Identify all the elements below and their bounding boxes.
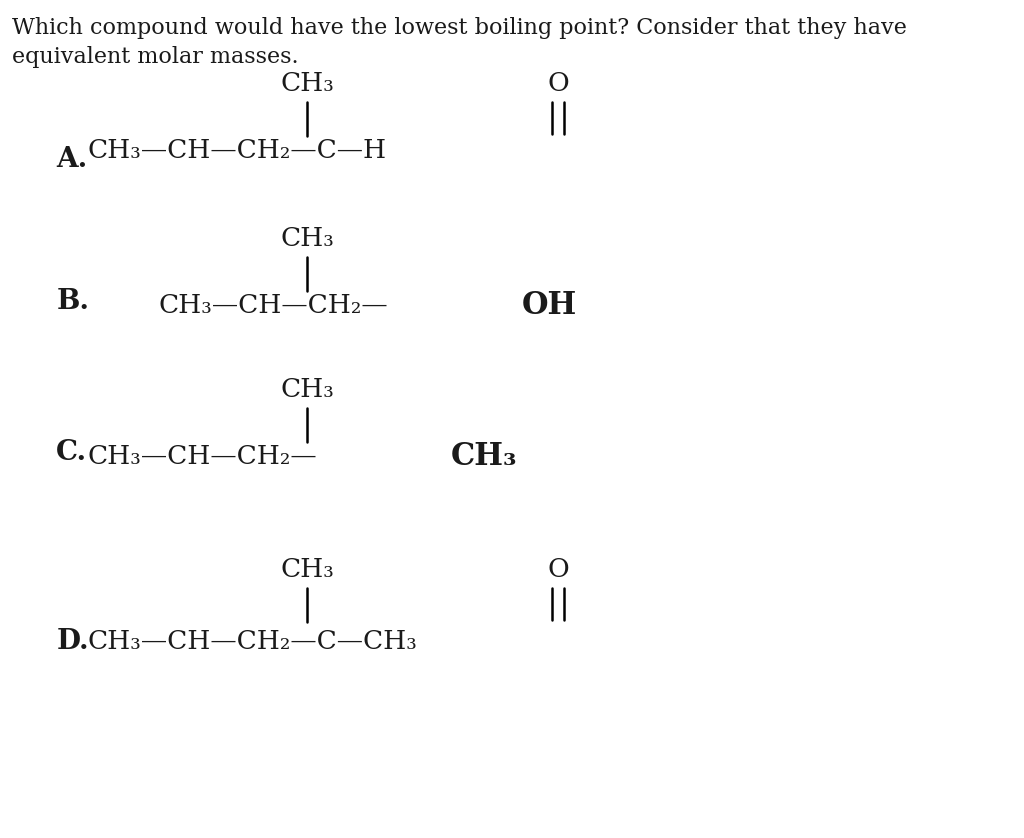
- Text: CH₃: CH₃: [281, 377, 334, 402]
- Text: CH₃—CH—CH₂—: CH₃—CH—CH₂—: [87, 444, 316, 469]
- Text: CH₃: CH₃: [281, 226, 334, 251]
- Text: CH₃—CH—CH₂—C—CH₃: CH₃—CH—CH₂—C—CH₃: [87, 628, 417, 654]
- Text: O: O: [547, 71, 569, 96]
- Text: OH: OH: [522, 291, 578, 321]
- Text: equivalent molar masses.: equivalent molar masses.: [12, 46, 299, 68]
- Text: CH₃—CH—CH₂—: CH₃—CH—CH₂—: [159, 293, 388, 318]
- Text: O: O: [547, 557, 569, 582]
- Text: Which compound would have the lowest boiling point? Consider that they have: Which compound would have the lowest boi…: [12, 17, 907, 39]
- Text: B.: B.: [56, 288, 89, 315]
- Text: CH₃: CH₃: [281, 557, 334, 582]
- Text: D.: D.: [56, 628, 89, 654]
- Text: CH₃—CH—CH₂—C—H: CH₃—CH—CH₂—C—H: [87, 138, 386, 163]
- Text: CH₃: CH₃: [281, 71, 334, 96]
- Text: CH₃: CH₃: [451, 442, 517, 472]
- Text: C.: C.: [56, 439, 87, 466]
- Text: A.: A.: [56, 146, 88, 173]
